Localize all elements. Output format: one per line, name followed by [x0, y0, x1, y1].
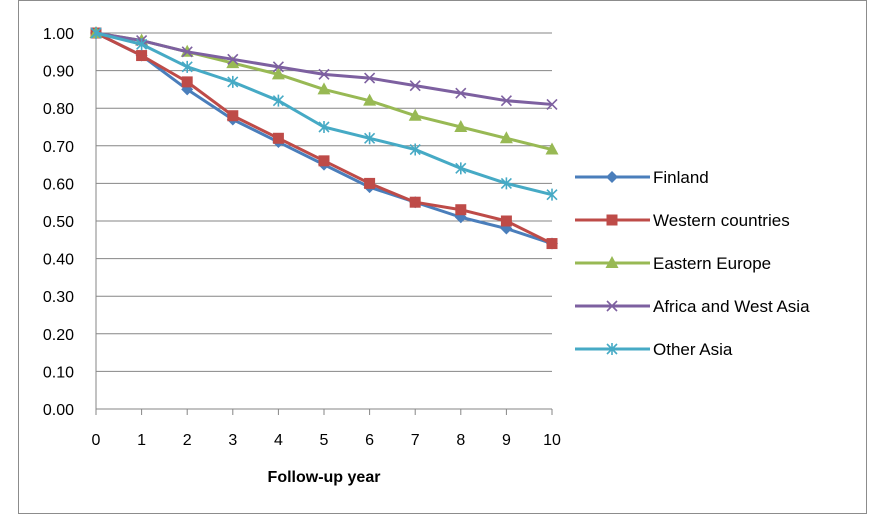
data-point: [409, 143, 421, 156]
legend-label: Eastern Europe: [653, 254, 771, 273]
series-line: [95, 31, 553, 245]
y-tick-label: 0.60: [43, 176, 74, 193]
y-tick-label: 0.10: [43, 364, 74, 381]
data-point: [90, 27, 102, 39]
x-tick-label: 7: [411, 432, 420, 449]
data-point: [499, 131, 513, 144]
chart-area: [18, 0, 867, 514]
data-point: [181, 46, 193, 58]
data-point: [181, 76, 193, 88]
legend-label: Other Asia: [653, 340, 733, 359]
y-tick-label: 0.90: [43, 64, 74, 81]
series-western-countries: [90, 27, 558, 250]
x-tick-label: 5: [320, 432, 329, 449]
y-tick-label: 1.00: [43, 26, 74, 43]
legend-item: Eastern Europe: [575, 254, 771, 273]
data-point: [318, 155, 330, 167]
x-tick-label: 4: [274, 432, 283, 449]
data-point: [227, 75, 239, 88]
data-point: [271, 67, 285, 80]
data-point: [136, 50, 148, 62]
x-tick-label: 1: [137, 432, 146, 449]
y-tick-label: 0.00: [43, 402, 74, 419]
y-tick-label: 0.50: [43, 214, 74, 231]
series-other-asia: [90, 27, 558, 201]
axes: [95, 33, 553, 415]
x-axis-title: Follow-up year: [268, 469, 381, 486]
data-point: [546, 238, 558, 250]
data-point: [546, 188, 558, 201]
data-point: [409, 196, 421, 208]
data-point: [500, 95, 512, 107]
data-point: [272, 61, 284, 73]
x-tick-label: 2: [183, 432, 192, 449]
data-point: [364, 72, 376, 84]
legend-item: Other Asia: [575, 340, 733, 359]
data-point: [606, 343, 618, 355]
x-tick-label: 9: [502, 432, 511, 449]
data-point: [318, 68, 330, 80]
x-tick-label: 0: [92, 432, 101, 449]
data-point: [546, 98, 558, 111]
data-point: [226, 56, 240, 69]
x-tick-label: 3: [228, 432, 237, 449]
data-point: [364, 132, 376, 145]
data-point: [454, 120, 468, 132]
series-lines: [89, 26, 559, 250]
data-point: [500, 215, 512, 227]
data-point: [227, 110, 239, 122]
data-point: [606, 300, 618, 312]
data-point: [408, 108, 422, 121]
data-point: [227, 53, 239, 65]
data-point: [606, 171, 618, 183]
data-point: [364, 177, 376, 189]
data-point: [136, 38, 148, 51]
data-point: [317, 82, 331, 95]
data-point: [545, 142, 559, 155]
data-point: [455, 87, 467, 99]
tick-labels: 0.00 0.10 0.20 0.30 0.40 0.50 0.60 0.70 0.80 0.90…: [43, 26, 561, 449]
legend-label: Finland: [653, 168, 709, 187]
data-point: [605, 256, 619, 268]
legend-label: Africa and West Asia: [653, 297, 810, 316]
legend: Finland Western countries Eastern Europe Af…: [575, 168, 810, 359]
data-point: [272, 132, 284, 144]
data-point: [272, 94, 284, 107]
x-tick-label: 6: [365, 432, 374, 449]
legend-item: Western countries: [575, 211, 790, 230]
data-point: [455, 204, 467, 216]
y-tick-label: 0.70: [43, 139, 74, 156]
legend-item: Africa and West Asia: [575, 297, 810, 316]
y-tick-label: 0.20: [43, 327, 74, 344]
series-line: [95, 31, 553, 245]
y-tick-label: 0.40: [43, 252, 74, 269]
data-point: [363, 93, 377, 106]
y-tick-label: 0.30: [43, 289, 74, 306]
y-tick-label: 0.80: [43, 101, 74, 118]
data-point: [181, 60, 193, 73]
grid-lines: [96, 32, 552, 372]
x-tick-label: 8: [456, 432, 465, 449]
legend-label: Western countries: [653, 211, 790, 230]
data-point: [606, 214, 618, 226]
data-point: [318, 121, 330, 133]
x-tick-label: 10: [543, 432, 561, 449]
data-point: [500, 177, 512, 190]
legend-item: Finland: [575, 168, 709, 187]
data-point: [409, 80, 421, 92]
data-point: [455, 162, 467, 175]
